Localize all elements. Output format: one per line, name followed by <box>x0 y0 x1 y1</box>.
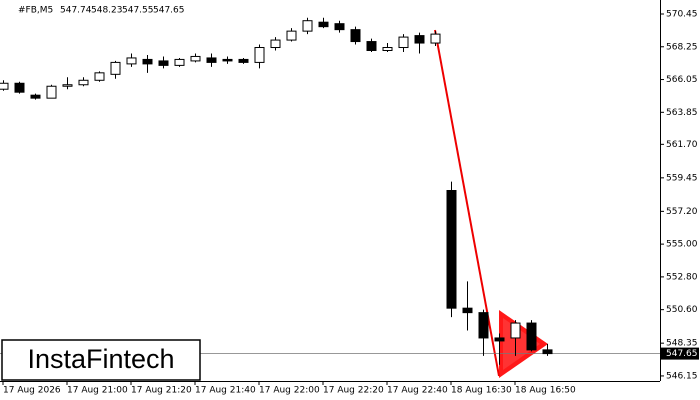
candle-body <box>270 39 281 49</box>
candle-body <box>110 61 121 75</box>
brand-box <box>1 339 201 381</box>
x-tick-label: 18 Aug 16:50 <box>515 386 576 396</box>
x-tick-label: 17 Aug 22:00 <box>259 386 320 396</box>
y-tick-label: 550.60 <box>666 305 698 315</box>
candle-body <box>126 57 137 65</box>
y-tick-label: 568.25 <box>666 42 698 52</box>
y-tick-label: 546.15 <box>666 371 698 381</box>
candle-body <box>526 322 537 351</box>
candle-body <box>254 47 265 63</box>
candle-body <box>14 82 25 93</box>
y-tick-label: 555.00 <box>666 240 698 250</box>
candle-body <box>350 29 361 43</box>
x-tick-label: 17 Aug 21:40 <box>195 386 256 396</box>
candle-body <box>430 33 441 44</box>
brand: InstaFintech <box>27 344 174 374</box>
candle-body <box>382 47 393 51</box>
candle-body <box>0 82 9 90</box>
y-tick-label: 570.45 <box>666 10 698 20</box>
candle-body <box>30 94 41 99</box>
y-tick-label: 559.45 <box>666 173 698 183</box>
candle-body <box>446 190 457 309</box>
candle-body <box>494 337 505 342</box>
y-tick-label: 566.05 <box>666 75 698 85</box>
candle-body <box>414 35 425 44</box>
candle-body <box>478 312 489 339</box>
candle-body <box>542 349 553 355</box>
header-value: 547.55 <box>122 6 154 16</box>
x-tick-label: 17 Aug 22:20 <box>323 386 384 396</box>
x-tick-label: 17 Aug 21:00 <box>67 386 128 396</box>
candle-body <box>62 84 73 87</box>
candle-body <box>142 58 153 65</box>
candle-body <box>510 322 521 339</box>
y-tick-label: 563.85 <box>666 108 698 118</box>
y-tick-label: 561.70 <box>666 140 698 150</box>
current-price-label: 547.65 <box>666 349 698 359</box>
candle-body <box>286 30 297 41</box>
candle-body <box>190 55 201 62</box>
candle-body <box>78 79 89 86</box>
header-value: 548.23 <box>91 6 123 16</box>
candle-body <box>462 307 473 314</box>
candle-body <box>398 36 409 49</box>
header: #FB,M5 547.74 548.23 547.55 547.65 <box>18 6 185 16</box>
symbol: #FB,M5 <box>18 6 53 16</box>
x-tick-label: 17 Aug 21:20 <box>131 386 192 396</box>
y-tick-label: 557.20 <box>666 207 698 217</box>
candle-body <box>318 21 329 28</box>
candle-body <box>206 57 217 63</box>
header-value: 547.65 <box>153 6 185 16</box>
candle-body <box>302 20 313 32</box>
candle-body <box>158 60 169 66</box>
x-tick-label: 17 Aug 2026 <box>3 386 61 396</box>
x-tick-label: 17 Aug 22:40 <box>387 386 448 396</box>
header-value: 547.74 <box>60 6 92 16</box>
y-tick-label: 548.35 <box>666 339 698 349</box>
candle-body <box>46 85 57 99</box>
candle-body <box>222 58 233 62</box>
x-tick-label: 18 Aug 16:30 <box>451 386 512 396</box>
candle-body <box>366 41 377 51</box>
candle-body <box>94 72 105 81</box>
candle-body <box>238 58 249 63</box>
candle-body <box>174 58 185 66</box>
candle-body <box>334 23 345 31</box>
current-price-box <box>661 347 699 360</box>
y-tick-label: 552.80 <box>666 272 698 282</box>
